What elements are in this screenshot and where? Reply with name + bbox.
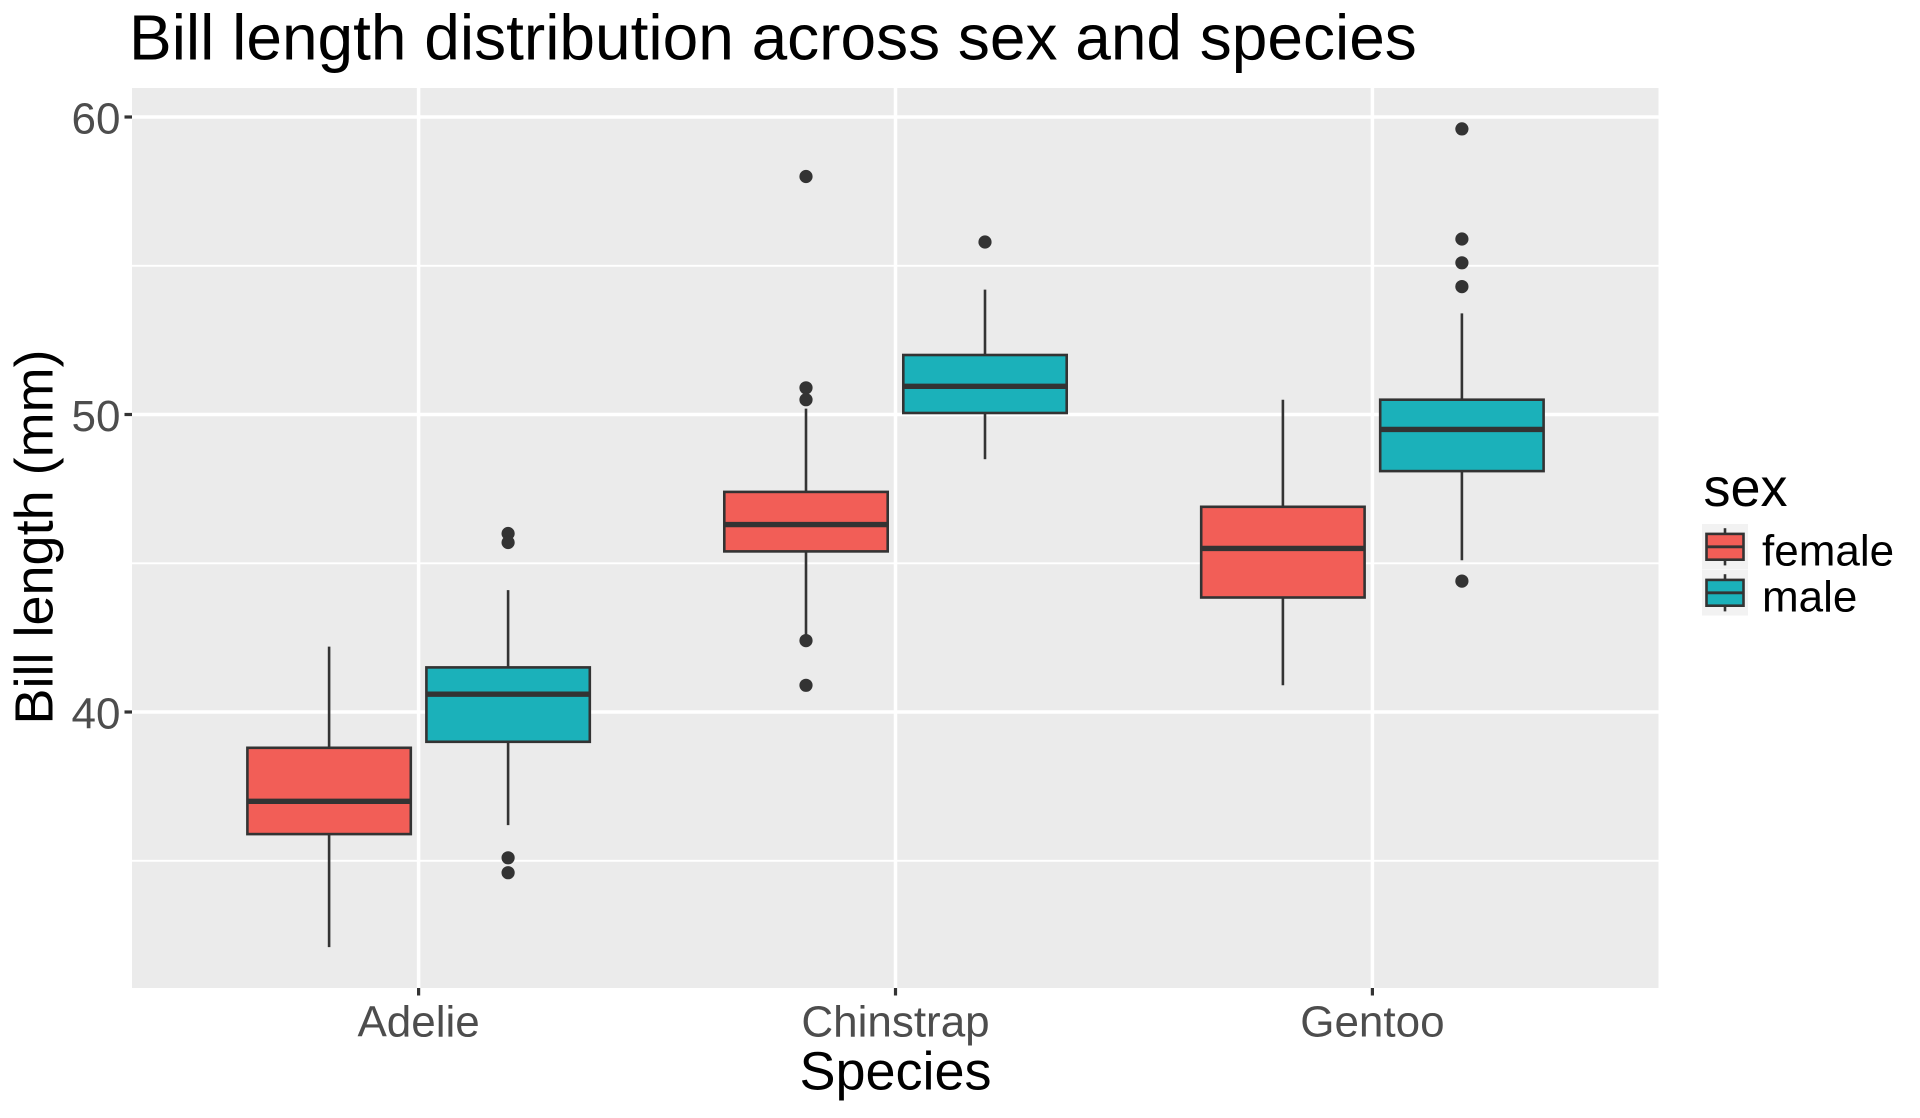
svg-text:Adelie: Adelie: [357, 998, 479, 1047]
svg-text:male: male: [1762, 573, 1857, 622]
svg-text:50: 50: [72, 392, 121, 441]
svg-text:Bill length distribution acros: Bill length distribution across sex and …: [129, 2, 1417, 74]
svg-text:Chinstrap: Chinstrap: [801, 998, 989, 1047]
svg-text:Gentoo: Gentoo: [1300, 998, 1444, 1047]
svg-text:40: 40: [72, 690, 121, 739]
svg-text:sex: sex: [1704, 458, 1788, 518]
svg-text:female: female: [1762, 527, 1894, 576]
svg-text:Species: Species: [799, 1042, 991, 1102]
svg-text:Bill length (mm): Bill length (mm): [5, 349, 65, 724]
svg-text:60: 60: [72, 95, 121, 144]
